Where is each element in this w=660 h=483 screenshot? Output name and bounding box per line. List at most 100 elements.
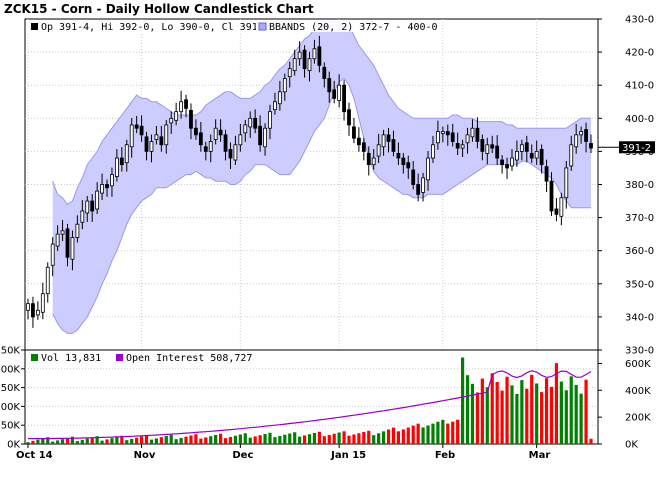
volume-bar [70, 436, 75, 444]
candle [248, 111, 253, 138]
month-tick-label: Nov [134, 450, 156, 461]
volume-bar [164, 435, 168, 444]
volume-bar [65, 437, 70, 444]
candle [322, 62, 327, 88]
volume-bar [283, 434, 287, 444]
candle [332, 80, 337, 104]
candle [203, 141, 208, 161]
candle [105, 179, 109, 197]
candle [564, 160, 569, 209]
ohlc-legend: Op 391-4, Hi 392-0, Lo 390-0, Cl 391-2 [41, 22, 270, 33]
price-tick-label: 370-0 [625, 213, 654, 224]
month-tick-label: Dec [232, 450, 253, 461]
candle [450, 123, 455, 147]
volume-bar [436, 421, 440, 444]
volume-bar [465, 375, 470, 444]
oi-tick-label: 200K [625, 413, 651, 424]
candle [213, 119, 218, 145]
candle [292, 49, 297, 76]
candle [258, 115, 263, 152]
candle [233, 135, 238, 165]
candle [184, 94, 188, 118]
volume-bar [352, 434, 356, 444]
vol-legend: Vol 13,831 [41, 353, 101, 364]
candle [253, 109, 258, 134]
oi-tick-label: 0K [625, 440, 638, 451]
candle [366, 146, 371, 176]
month-tick-label: Oct 14 [16, 450, 53, 461]
candle [376, 133, 381, 163]
candle [485, 137, 490, 165]
volume-bar [174, 439, 178, 444]
volume-bar [95, 436, 99, 444]
volume-tick-label: 0K [7, 440, 20, 451]
candle [129, 117, 134, 158]
candle [386, 127, 391, 153]
volume-tick-label: 100K [0, 402, 20, 413]
volume-bar [564, 390, 568, 444]
volume-bar [199, 438, 203, 444]
volume-bar [139, 436, 144, 444]
month-tick-label: Jan 15 [330, 450, 366, 461]
candle [31, 296, 35, 328]
candle [549, 172, 554, 216]
price-tick-label: 410-0 [625, 81, 654, 92]
volume-bar [342, 431, 346, 444]
volume-bar [574, 384, 578, 444]
volume-bar [80, 439, 84, 444]
volume-bar [184, 436, 188, 444]
candle [391, 130, 396, 157]
candle [529, 144, 534, 163]
candle [263, 123, 267, 156]
candle [495, 135, 500, 165]
volume-bar [194, 434, 198, 444]
candle [134, 115, 139, 134]
volume-bar [589, 438, 593, 444]
candle [218, 119, 223, 142]
price-tick-label: 400-0 [625, 114, 654, 125]
candle [179, 90, 183, 119]
chart-title: ZCK15 - Corn - Daily Hollow Candlestick … [4, 2, 314, 16]
bollinger-band-area [52, 22, 591, 334]
volume-bar [278, 435, 282, 444]
candle [90, 194, 95, 222]
candle [539, 144, 544, 174]
volume-bar [544, 378, 549, 444]
price-panel: 330-0340-0350-0360-0370-0380-0390-0400-0… [24, 15, 655, 357]
volume-bar [362, 432, 366, 444]
candle [95, 182, 100, 214]
volume-bar [204, 437, 208, 444]
candle [169, 111, 174, 134]
candle [455, 132, 460, 156]
candle [475, 117, 480, 149]
volume-bar [411, 425, 415, 444]
candle [579, 126, 584, 144]
volume-bar [238, 434, 242, 444]
volume-bar [377, 433, 381, 444]
candle [421, 172, 425, 202]
volume-bar [540, 392, 544, 444]
volume-bar [115, 436, 119, 444]
volume-bar [307, 434, 312, 444]
volume-bar [258, 435, 262, 444]
candle [223, 129, 228, 161]
candle [381, 129, 386, 156]
candle [569, 135, 574, 171]
candle [50, 237, 55, 277]
volume-bar [332, 433, 336, 444]
volume-bar [154, 438, 159, 444]
oi-legend: Open Interest 508,727 [126, 353, 252, 364]
price-tick-label: 330-0 [625, 346, 654, 357]
volume-bar [248, 437, 252, 444]
volume-bar [312, 432, 317, 444]
candle [194, 119, 198, 140]
candle [396, 142, 401, 165]
candle [317, 35, 322, 73]
candle [589, 134, 593, 154]
volume-bar [391, 427, 396, 444]
volume-bar [149, 439, 154, 444]
candle [149, 134, 154, 163]
candle [480, 134, 485, 161]
volume-bar [85, 438, 89, 444]
